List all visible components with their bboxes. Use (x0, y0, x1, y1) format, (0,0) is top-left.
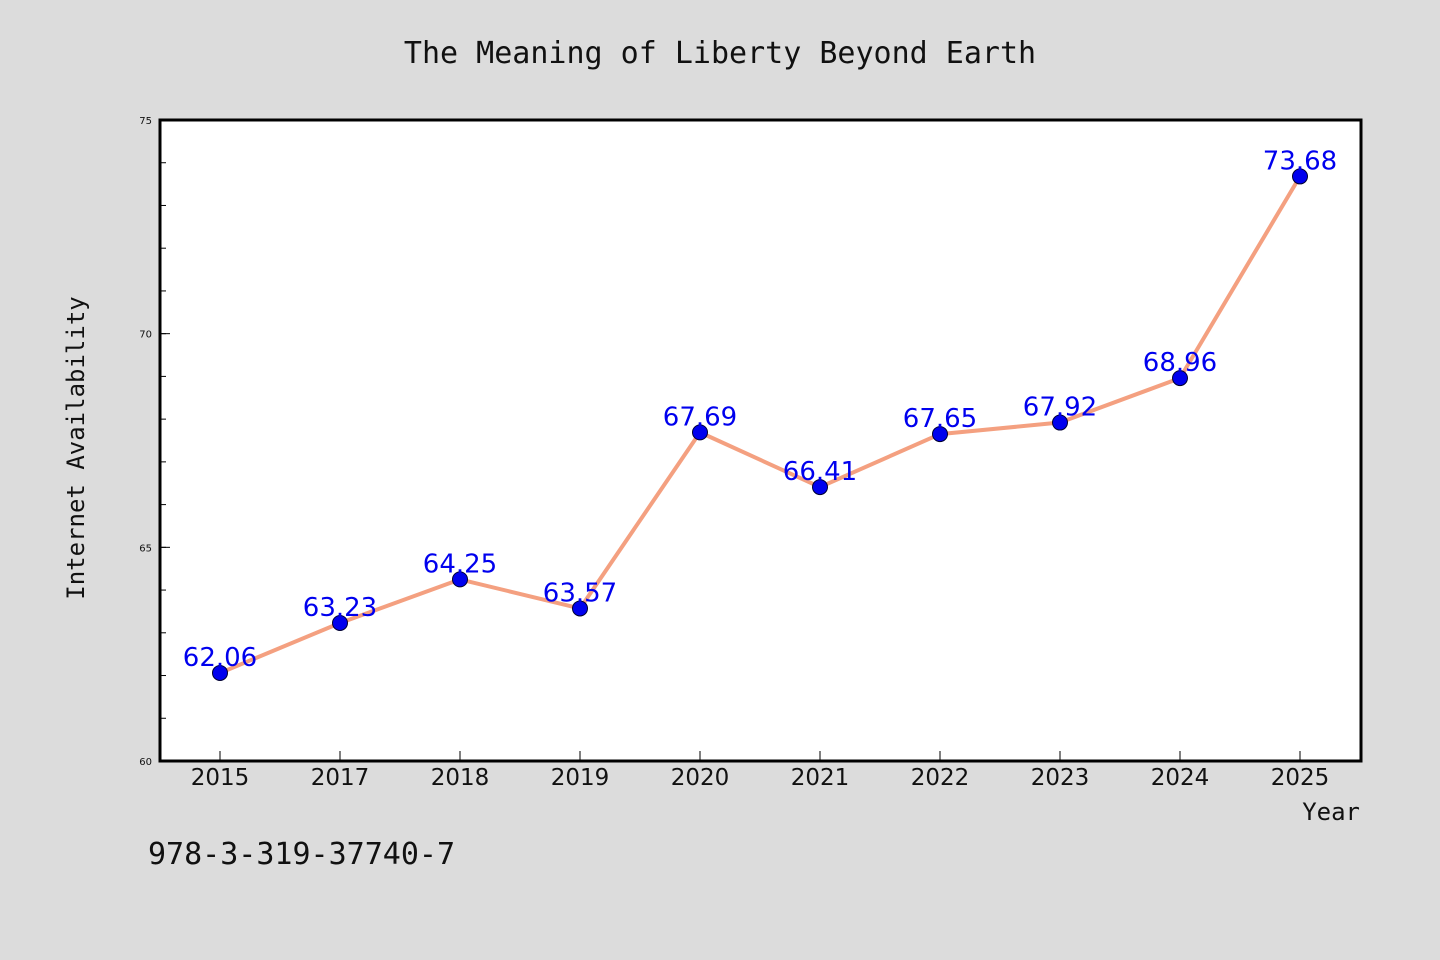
data-label: 64.25 (423, 549, 497, 579)
data-label: 66.41 (783, 457, 857, 487)
x-tick-labels: 2015 2017 2018 2019 2020 2021 2022 2023 2024 2025 (191, 765, 1330, 791)
data-point (332, 614, 348, 631)
plot-frame (158, 118, 1363, 763)
data-label: 67.69 (663, 402, 737, 432)
y-tick-labels: 60 65 70 75 (139, 116, 152, 768)
data-labels: 62.06 63.23 64.25 63.57 67.69 66.41 67.65 67.92… (183, 146, 1337, 673)
data-label: 67.65 (903, 404, 977, 434)
footnote-isbn: 978-3-319-37740-7 (148, 837, 455, 872)
data-label: 68.96 (1143, 348, 1217, 378)
y-tick-label: 75 (139, 116, 152, 127)
y-axis-label: Internet Availability (62, 296, 90, 599)
x-tick-label: 2021 (791, 765, 850, 791)
x-tick-label: 2015 (191, 765, 250, 791)
x-tick-label: 2024 (1151, 765, 1210, 791)
data-label: 63.57 (543, 578, 617, 608)
data-point (212, 664, 228, 681)
x-tick-label: 2022 (911, 765, 970, 791)
plot-area (160, 120, 1361, 761)
data-point (572, 600, 588, 617)
data-label: 67.92 (1023, 393, 1097, 423)
data-point (812, 479, 828, 496)
data-point (932, 426, 948, 443)
data-label: 63.23 (303, 593, 377, 623)
series-line-layer (218, 174, 1302, 675)
data-label: 62.06 (183, 643, 257, 673)
x-tick-label: 2017 (311, 765, 370, 791)
x-axis-label: Year (1302, 798, 1360, 826)
series-line (218, 174, 1302, 675)
y-tick-label: 65 (139, 543, 152, 554)
x-tick-label: 2019 (551, 765, 610, 791)
x-tick-label: 2025 (1271, 765, 1330, 791)
data-point (452, 571, 468, 588)
data-point (1292, 168, 1308, 185)
data-label: 73.68 (1263, 146, 1337, 176)
data-point (692, 424, 708, 441)
chart-title: The Meaning of Liberty Beyond Earth (404, 36, 1036, 71)
x-tick-label: 2023 (1031, 765, 1090, 791)
x-tick-label: 2018 (431, 765, 490, 791)
data-point (1052, 414, 1068, 431)
x-tick-label: 2020 (671, 765, 730, 791)
data-point (1172, 370, 1188, 387)
data-markers (212, 168, 1308, 681)
y-tick-label: 70 (139, 330, 152, 341)
y-tick-label: 60 (139, 757, 152, 768)
